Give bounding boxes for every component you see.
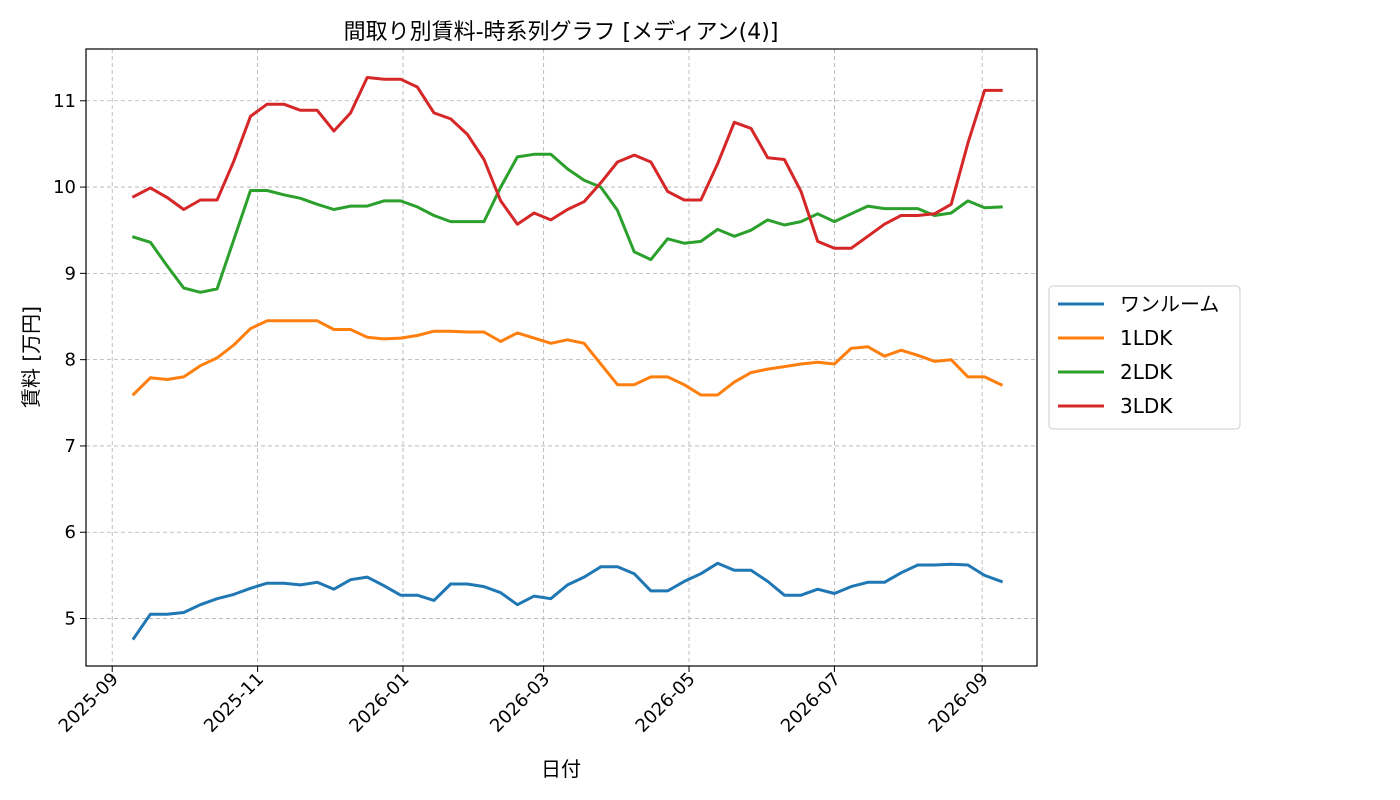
x-tick-label: 2025-09 [55,669,123,737]
legend-label-2: 2LDK [1120,360,1173,384]
x-tick-label: 2026-07 [777,669,845,737]
y-tick-label: 11 [53,91,76,112]
y-tick-label: 9 [65,263,76,284]
series-line-1 [131,319,1004,397]
grid-lines [86,49,1037,666]
legend-label-3: 3LDK [1120,394,1173,418]
x-tick-label: 2026-01 [345,669,413,737]
chart-title: 間取り別賃料-時系列グラフ [メディアン(4)] [344,20,779,45]
y-tick-label: 5 [65,609,76,630]
legend-label-1: 1LDK [1120,326,1173,350]
series-layer [131,76,1004,641]
x-tick-label: 2025-11 [200,669,268,737]
x-axis-label: 日付 [541,757,581,781]
x-axis: 2025-09 2025-11 2026-01 2026-03 2026-05 2026-… [55,666,993,737]
y-tick-label: 6 [65,522,76,543]
y-axis: 5 6 7 8 9 10 11 [53,91,86,630]
y-tick-label: 7 [65,436,76,457]
plot-frame [85,48,1038,667]
y-tick-label: 10 [53,177,76,198]
x-tick-label: 2026-09 [925,669,993,737]
legend-frame [1048,285,1241,430]
x-tick-label: 2026-03 [486,669,554,737]
y-axis-label: 賃料 [万円] [19,306,43,408]
legend-label-0: ワンルーム [1120,292,1219,316]
x-tick-label: 2026-05 [632,669,700,737]
legend: ワンルーム 1LDK 2LDK 3LDK [1048,285,1241,430]
series-line-0 [131,561,1004,641]
series-line-2 [131,152,1003,294]
series-line-3 [131,76,1003,250]
y-tick-label: 8 [65,350,76,371]
